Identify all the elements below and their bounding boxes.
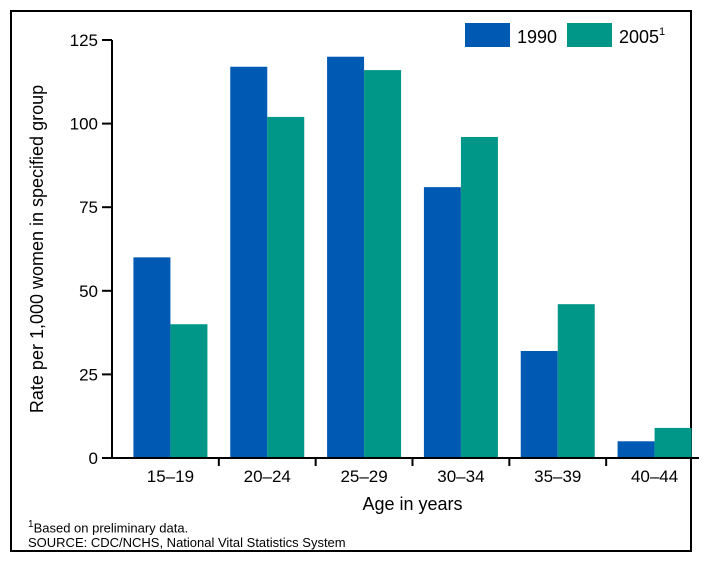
bar-1990-35-39 xyxy=(520,350,558,458)
y-tick-label-125: 125 xyxy=(70,31,98,50)
bars-group xyxy=(133,56,692,459)
bar-2005-20-24 xyxy=(267,116,305,459)
legend-label-2005: 20051 xyxy=(619,26,665,47)
bar-1990-25-29 xyxy=(327,56,365,458)
bar-2005-25-29 xyxy=(364,70,402,458)
x-axis-title: Age in years xyxy=(362,494,462,514)
legend-label-1990: 1990 xyxy=(517,27,557,47)
bar-2005-15-19 xyxy=(170,324,208,458)
x-tick-label-25-29: 25–29 xyxy=(340,467,387,486)
legend-superscript: 1 xyxy=(659,26,665,38)
x-tick-label-40-44: 40–44 xyxy=(631,467,678,486)
x-tick-label-30-34: 30–34 xyxy=(437,467,484,486)
legend-swatch-2005 xyxy=(567,23,612,47)
source-note: SOURCE: CDC/NCHS, National Vital Statist… xyxy=(28,535,346,550)
y-axis-title: Rate per 1,000 women in specified group xyxy=(27,85,47,413)
chart-frame xyxy=(10,10,692,552)
footnote: 1Based on preliminary data. xyxy=(28,517,188,536)
legend-swatch-1990 xyxy=(465,23,510,47)
y-tick-label-25: 25 xyxy=(79,365,98,384)
axes-group: 0 25 50 75 100 125 15–19 20–24 25–29 30–34 35–39 40… xyxy=(27,31,699,514)
bar-2005-40-44 xyxy=(654,427,692,458)
footnote-marker: 1 xyxy=(28,519,34,530)
y-tick-label-0: 0 xyxy=(89,449,98,468)
bar-2005-35-39 xyxy=(557,304,595,458)
bar-2005-30-34 xyxy=(460,136,498,458)
bar-1990-40-44 xyxy=(617,441,655,458)
bar-1990-20-24 xyxy=(230,66,268,458)
y-tick-label-50: 50 xyxy=(79,282,98,301)
x-tick-label-35-39: 35–39 xyxy=(534,467,581,486)
x-tick-label-15-19: 15–19 xyxy=(147,467,194,486)
legend: 1990 20051 xyxy=(465,23,665,47)
bar-1990-30-34 xyxy=(423,187,461,459)
y-tick-label-75: 75 xyxy=(79,198,98,217)
y-tick-label-100: 100 xyxy=(70,115,98,134)
bar-1990-15-19 xyxy=(133,257,171,458)
x-tick-label-20-24: 20–24 xyxy=(244,467,291,486)
footnote-text: Based on preliminary data. xyxy=(33,520,189,536)
